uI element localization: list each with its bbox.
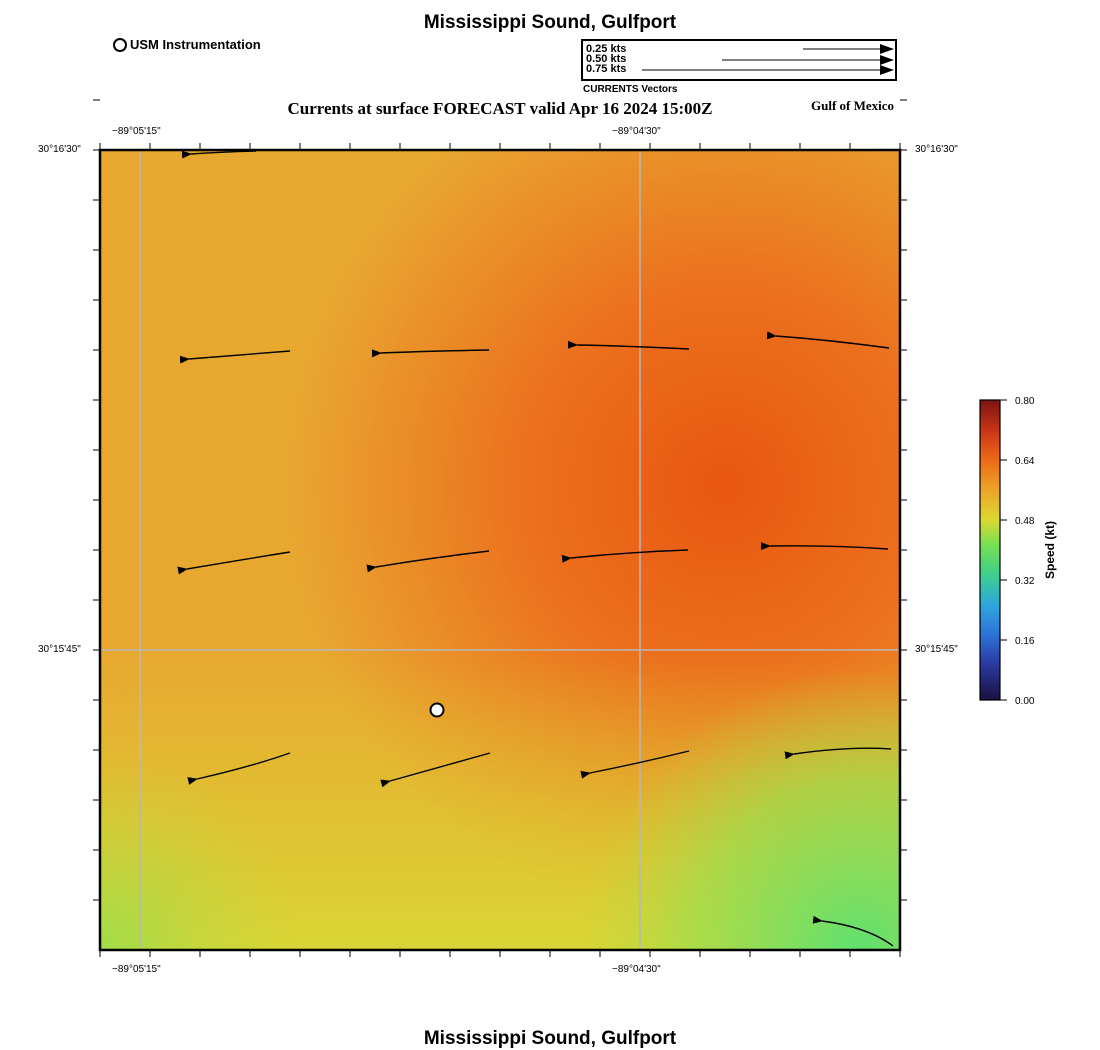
lat-label-left-1: 30°16'30" <box>38 144 81 155</box>
current-vector-14 <box>812 915 894 947</box>
current-vector-4 <box>567 340 690 350</box>
colorbar-label: Speed (kt) <box>1043 520 1057 580</box>
station-legend-label: USM Instrumentation <box>130 37 261 52</box>
current-vector-2 <box>179 350 291 364</box>
station-legend: USM Instrumentation <box>113 37 261 52</box>
axis-ticks <box>93 99 907 957</box>
lat-label-right-1: 30°16'30" <box>915 144 958 155</box>
speed-colorbar: 0.80 0.64 0.48 0.32 0.16 0.00 <box>979 396 1035 707</box>
lat-label-right-2: 30°15'45" <box>915 644 958 655</box>
current-vector-9 <box>760 542 889 551</box>
graticule <box>100 150 900 950</box>
current-vector-7 <box>366 550 490 573</box>
colorbar-tick-label: 0.48 <box>1015 516 1035 527</box>
lat-label-left-2: 30°15'45" <box>38 644 81 655</box>
usm-station-marker[interactable] <box>429 702 445 718</box>
forecast-subtitle: Currents at surface FORECAST valid Apr 1… <box>287 99 713 118</box>
colorbar-tick-label: 0.80 <box>1015 396 1035 407</box>
map-title: Mississippi Sound, Gulfport <box>423 12 677 33</box>
current-vector-6 <box>177 551 291 575</box>
current-vector-13 <box>784 747 892 760</box>
lon-label-bottom-2: −89°04'30" <box>612 964 661 975</box>
lon-label-bottom-1: −89°05'15" <box>112 964 161 975</box>
lon-label-top-2: −89°04'30" <box>612 126 661 137</box>
current-vector-10 <box>187 752 291 785</box>
station-marker-icon <box>113 37 127 52</box>
vector-scale-label-2: 0.50 kts <box>586 53 627 65</box>
current-vectors <box>177 150 894 947</box>
colorbar-tick-label: 0.32 <box>1015 576 1035 587</box>
colorbar-tick-label: 0.64 <box>1015 456 1035 467</box>
current-vector-1 <box>181 150 257 159</box>
current-vector-12 <box>580 750 690 779</box>
map-title-bottom: Mississippi Sound, Gulfport <box>423 1028 677 1049</box>
current-vector-11 <box>380 752 491 788</box>
current-vector-3 <box>371 349 490 358</box>
colorbar-tick-label: 0.16 <box>1015 636 1035 647</box>
region-label: Gulf of Mexico <box>811 98 895 113</box>
colorbar-tick-label: 0.00 <box>1015 696 1035 707</box>
current-vector-5 <box>766 331 890 349</box>
speed-field <box>100 150 900 950</box>
lon-label-top-1: −89°05'15" <box>112 126 161 137</box>
vector-scale-label-1: 0.25 kts <box>586 43 627 55</box>
current-vector-8 <box>561 549 689 563</box>
vector-scale-label-3: 0.75 kts <box>586 63 627 75</box>
vector-scale-caption: CURRENTS Vectors <box>583 84 678 95</box>
